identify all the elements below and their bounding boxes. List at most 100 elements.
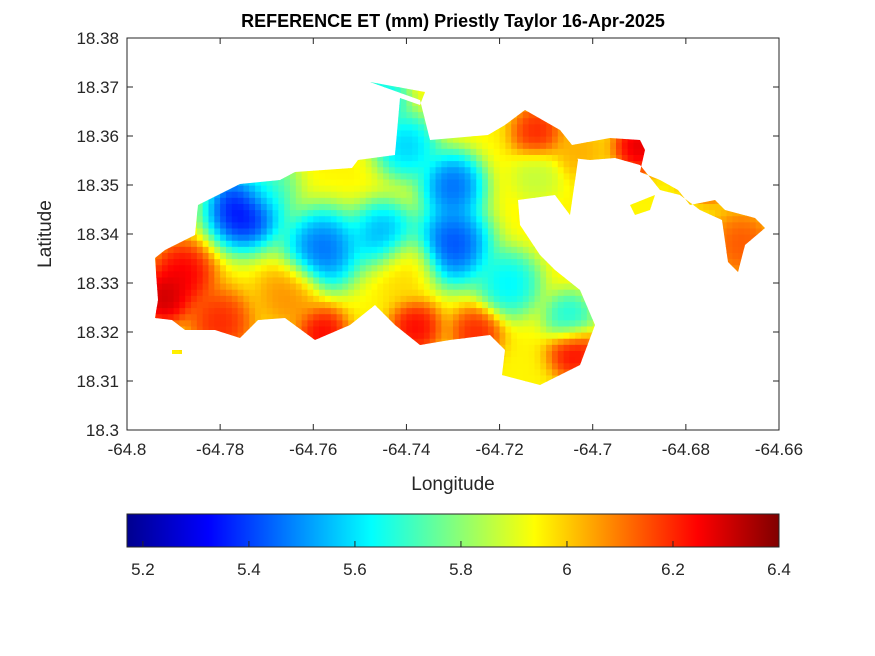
et-cell — [202, 246, 210, 253]
et-cell — [423, 148, 431, 155]
et-cell — [295, 252, 303, 260]
et-cell — [482, 332, 489, 339]
et-cell — [394, 227, 402, 235]
et-cell — [418, 93, 425, 100]
et-cell — [406, 270, 413, 278]
et-cell — [429, 301, 437, 309]
et-cell — [447, 307, 454, 315]
et-cell — [569, 319, 576, 327]
et-cell — [476, 191, 483, 198]
et-cell — [388, 154, 396, 162]
et-cell — [173, 295, 180, 302]
et-cell — [400, 203, 408, 211]
et-cell — [546, 154, 553, 162]
et-cell — [528, 185, 536, 192]
et-cell — [458, 154, 466, 162]
et-cell — [388, 252, 396, 260]
et-cell — [377, 166, 384, 174]
et-cell — [505, 197, 512, 204]
et-cell — [307, 178, 314, 186]
et-cell — [388, 313, 396, 321]
et-cell — [272, 258, 279, 266]
et-cell — [400, 191, 408, 198]
et-cell — [278, 283, 285, 290]
et-cell — [505, 166, 512, 174]
et-cell — [412, 191, 419, 198]
et-cell — [429, 338, 437, 345]
et-cell — [511, 185, 518, 192]
et-cell — [342, 197, 349, 204]
et-cell — [505, 270, 512, 278]
et-cell — [319, 295, 326, 302]
et-cell — [225, 197, 233, 204]
et-cell — [330, 227, 338, 235]
et-cell — [517, 172, 524, 180]
et-cell — [458, 276, 466, 284]
et-cell — [214, 227, 221, 235]
et-cell — [557, 362, 565, 370]
et-cell — [284, 283, 291, 290]
et-cell — [429, 209, 437, 217]
et-cell — [470, 154, 477, 162]
et-cell — [301, 252, 309, 260]
et-cell — [231, 234, 239, 241]
et-cell — [301, 307, 309, 315]
et-cell — [522, 307, 530, 315]
et-cell — [243, 301, 250, 309]
et-cell — [470, 313, 477, 321]
et-cell — [284, 203, 291, 211]
et-cell — [179, 301, 186, 309]
et-cell — [528, 129, 536, 137]
et-cell — [225, 258, 233, 266]
et-cell — [394, 191, 402, 198]
et-cell — [534, 350, 541, 358]
et-cell — [406, 295, 413, 302]
et-cell — [319, 209, 326, 217]
et-cell — [255, 246, 262, 253]
et-cell — [511, 117, 518, 125]
et-cell — [487, 295, 495, 302]
et-cell — [231, 283, 239, 290]
et-cell — [231, 185, 239, 192]
et-cell — [394, 87, 402, 94]
et-cell — [487, 246, 495, 253]
et-cell — [435, 240, 442, 247]
et-cell — [290, 283, 297, 290]
et-cell — [365, 185, 373, 192]
et-cell — [482, 313, 489, 321]
et-cell — [522, 338, 530, 345]
et-cell — [546, 319, 553, 327]
et-cell — [336, 203, 343, 211]
et-cell — [435, 178, 442, 186]
et-cell — [179, 283, 186, 290]
et-cell — [359, 221, 367, 229]
et-cell — [534, 172, 541, 180]
et-cell — [418, 227, 425, 235]
et-cell — [551, 172, 559, 180]
et-cell — [225, 209, 233, 217]
et-cell — [470, 172, 477, 180]
et-cell — [493, 154, 501, 162]
et-cell — [464, 221, 472, 229]
et-cell — [284, 197, 291, 204]
et-cell — [528, 319, 536, 327]
et-cell — [563, 313, 571, 321]
et-cell — [569, 362, 576, 370]
et-cell — [324, 264, 332, 272]
et-cell — [330, 270, 338, 278]
et-cell — [441, 148, 448, 155]
et-cell — [522, 276, 530, 284]
et-cell — [522, 270, 530, 278]
et-cell — [441, 332, 448, 339]
et-cell — [441, 136, 448, 143]
et-cell — [499, 295, 506, 302]
et-cell — [295, 270, 303, 278]
et-cell — [470, 246, 477, 253]
et-cell — [464, 325, 472, 333]
et-cell — [418, 332, 425, 339]
et-cell — [423, 191, 431, 198]
et-cell — [412, 283, 419, 290]
et-cell — [359, 209, 367, 217]
et-cell — [453, 283, 460, 290]
